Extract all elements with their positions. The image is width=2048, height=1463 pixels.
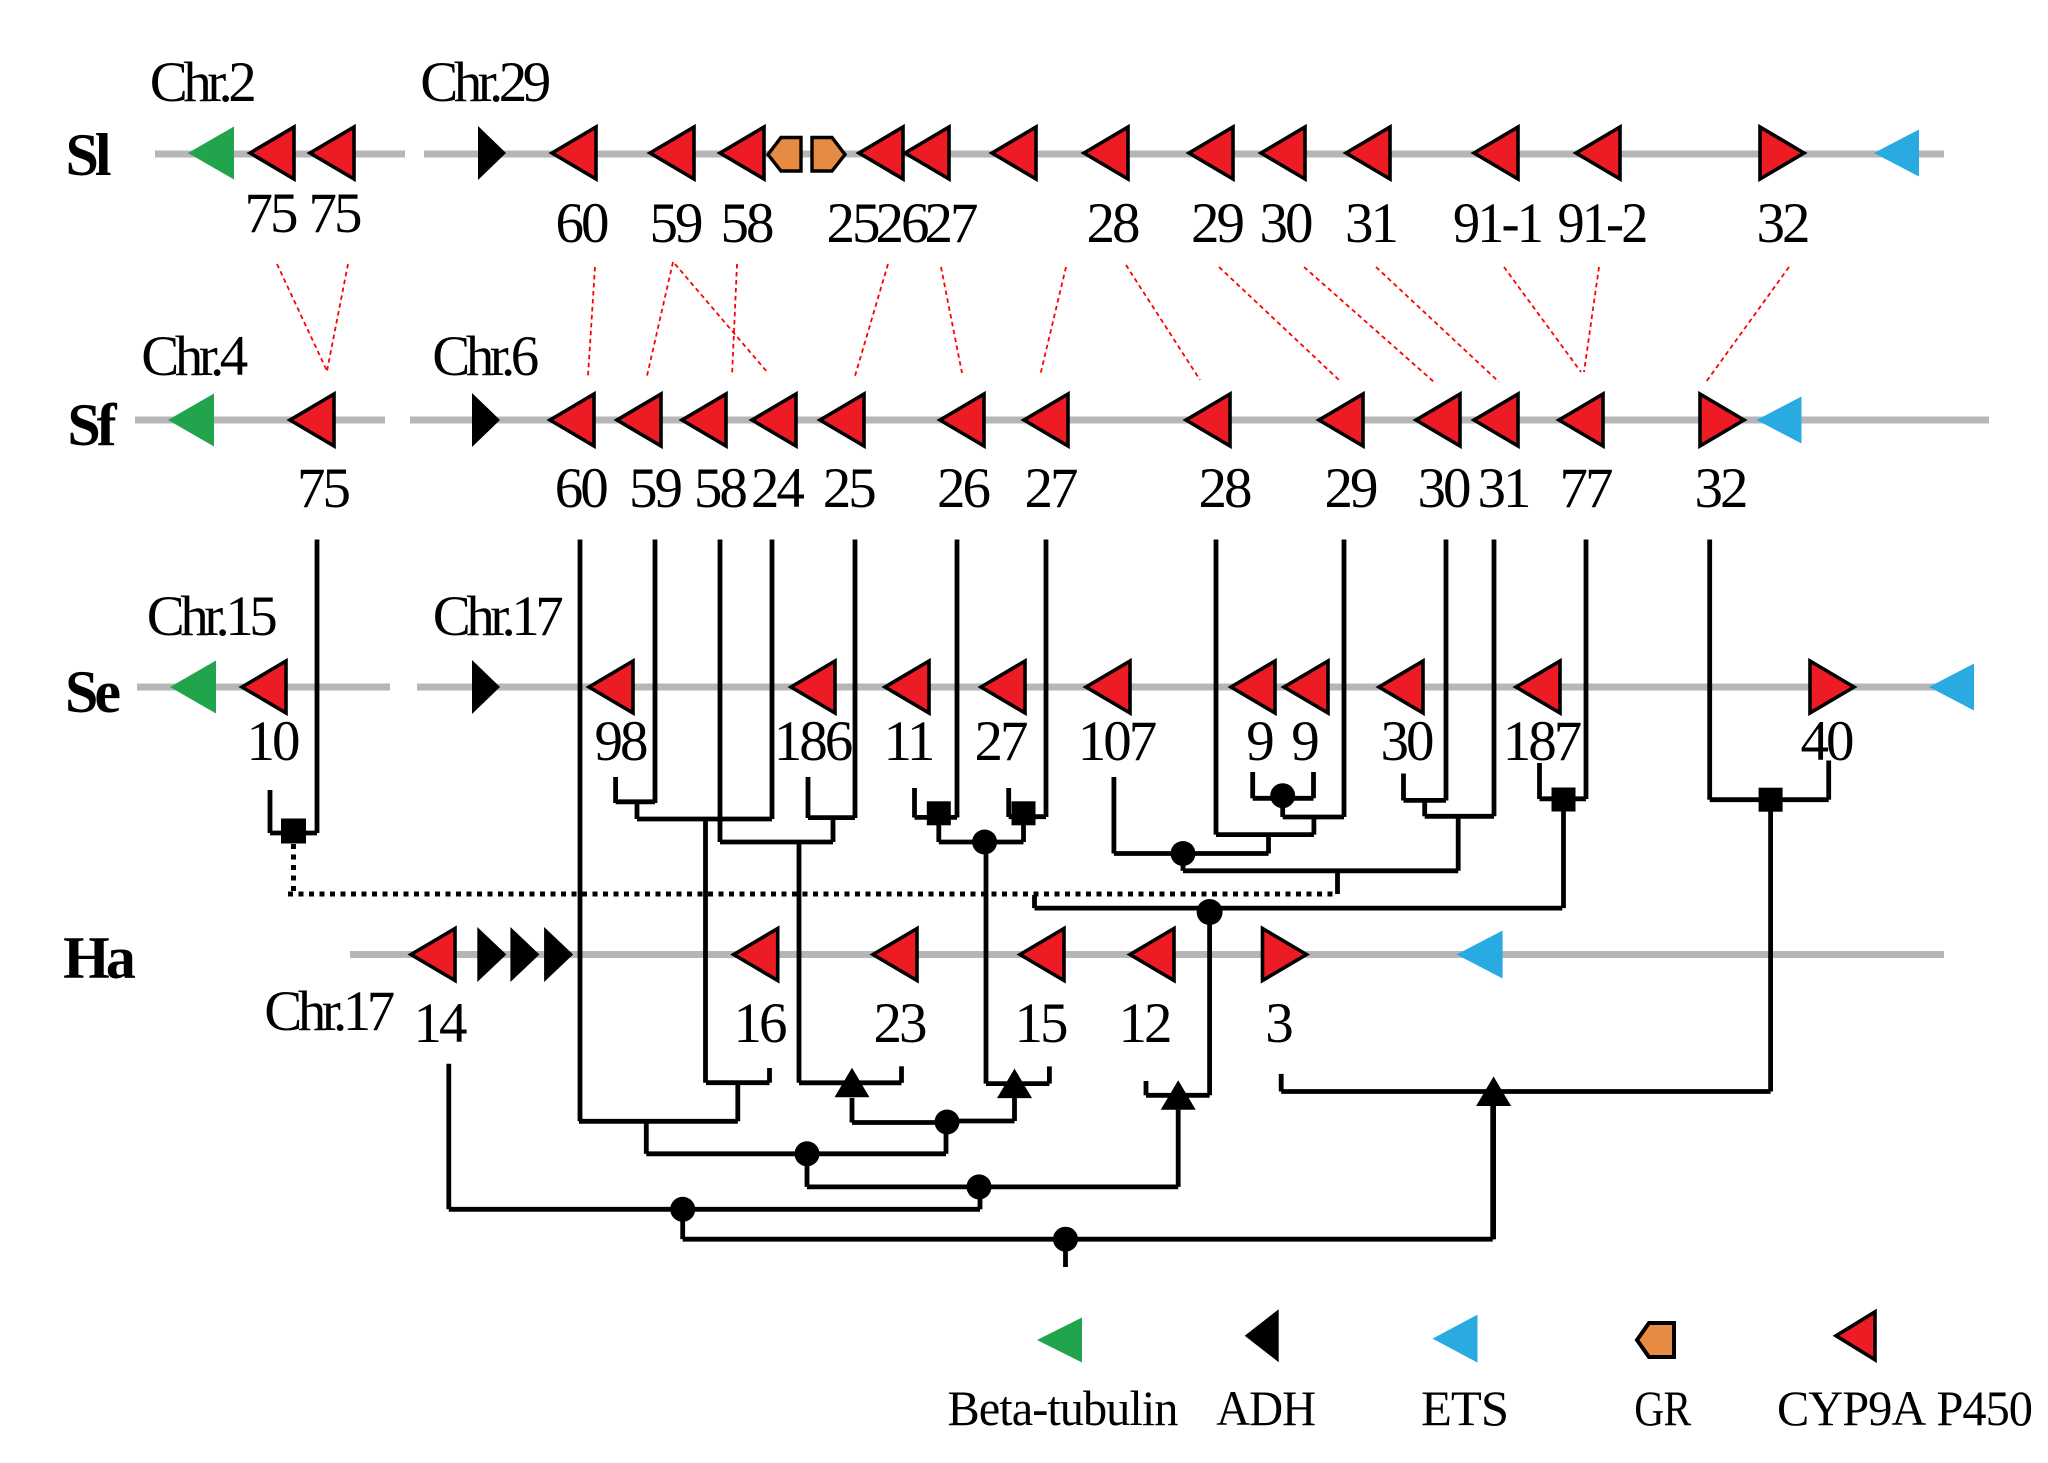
svg-text:30: 30 (1418, 457, 1471, 520)
svg-text:ADH: ADH (1216, 1380, 1315, 1436)
svg-text:26: 26 (876, 192, 929, 255)
svg-text:60: 60 (555, 457, 608, 520)
svg-text:59: 59 (650, 192, 703, 255)
svg-text:77: 77 (1560, 457, 1613, 520)
svg-text:Chr.17: Chr.17 (433, 585, 563, 648)
svg-text:27: 27 (925, 192, 978, 255)
svg-text:25: 25 (827, 192, 880, 255)
svg-text:75: 75 (245, 182, 298, 245)
svg-text:23: 23 (874, 992, 927, 1055)
svg-text:40: 40 (1801, 710, 1854, 773)
svg-text:Se: Se (65, 659, 120, 725)
svg-text:32: 32 (1695, 457, 1747, 520)
svg-text:30: 30 (1260, 192, 1313, 255)
svg-text:Sl: Sl (65, 122, 110, 188)
svg-text:91-2: 91-2 (1558, 192, 1646, 255)
svg-text:Chr.4: Chr.4 (141, 325, 248, 388)
svg-text:3: 3 (1265, 992, 1292, 1055)
svg-text:28: 28 (1199, 457, 1252, 520)
svg-text:CYP9A P450: CYP9A P450 (1777, 1380, 2032, 1436)
svg-text:Chr.29: Chr.29 (420, 51, 550, 114)
svg-text:186: 186 (774, 710, 852, 773)
svg-text:28: 28 (1087, 192, 1140, 255)
svg-text:GR: GR (1634, 1380, 1691, 1436)
svg-text:107: 107 (1078, 710, 1156, 773)
svg-text:31: 31 (1478, 457, 1530, 520)
svg-text:Chr.17: Chr.17 (264, 980, 394, 1043)
svg-text:26: 26 (937, 457, 990, 520)
svg-text:29: 29 (1191, 192, 1244, 255)
svg-text:31: 31 (1345, 192, 1397, 255)
svg-text:59: 59 (629, 457, 682, 520)
svg-text:Chr.2: Chr.2 (150, 51, 255, 114)
svg-text:91-1: 91-1 (1453, 192, 1541, 255)
svg-text:Sf: Sf (67, 392, 117, 458)
svg-text:187: 187 (1503, 710, 1581, 773)
svg-text:75: 75 (309, 182, 362, 245)
svg-text:Chr.6: Chr.6 (432, 325, 538, 388)
svg-text:10: 10 (247, 710, 300, 773)
svg-text:30: 30 (1381, 710, 1434, 773)
svg-text:16: 16 (734, 992, 787, 1055)
svg-text:11: 11 (884, 710, 933, 773)
svg-text:Chr.15: Chr.15 (147, 585, 277, 648)
svg-text:12: 12 (1119, 992, 1171, 1055)
svg-text:24: 24 (751, 457, 805, 520)
svg-text:60: 60 (556, 192, 609, 255)
svg-text:ETS: ETS (1421, 1380, 1508, 1436)
svg-text:75: 75 (297, 457, 350, 520)
svg-text:25: 25 (823, 457, 876, 520)
svg-text:Ha: Ha (63, 925, 136, 991)
svg-text:9: 9 (1291, 710, 1318, 773)
svg-text:9: 9 (1246, 710, 1273, 773)
svg-text:29: 29 (1325, 457, 1378, 520)
svg-text:15: 15 (1015, 992, 1068, 1055)
svg-text:14: 14 (414, 992, 468, 1055)
svg-text:27: 27 (1025, 457, 1078, 520)
svg-text:98: 98 (595, 710, 648, 773)
svg-text:27: 27 (975, 710, 1028, 773)
svg-text:58: 58 (721, 192, 774, 255)
svg-text:32: 32 (1757, 192, 1809, 255)
svg-text:Beta-tubulin: Beta-tubulin (948, 1380, 1179, 1436)
svg-text:58: 58 (694, 457, 747, 520)
